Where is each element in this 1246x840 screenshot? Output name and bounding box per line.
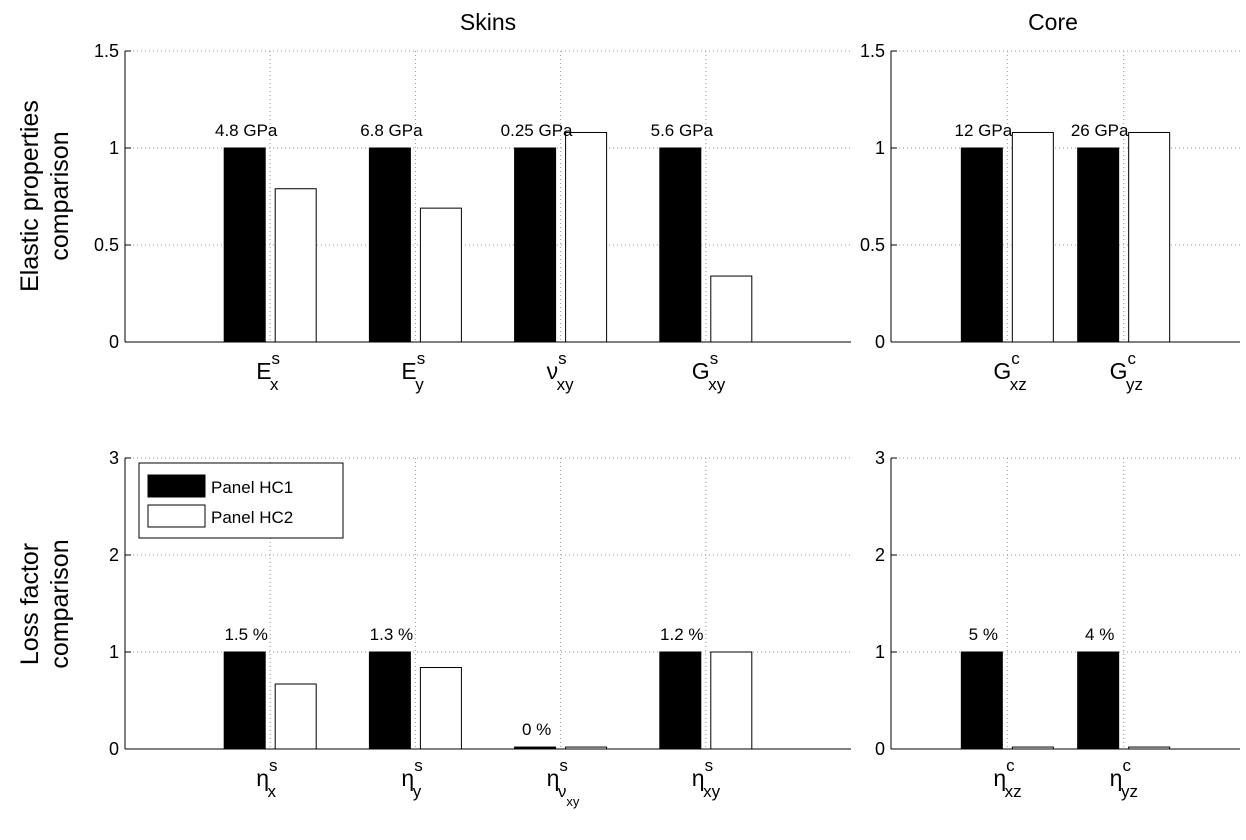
bar-hc2	[1128, 131, 1171, 343]
x-tick-label: ηs xy	[692, 756, 721, 801]
bar-hc1	[1077, 147, 1120, 343]
row-label-elastic-line1: Elastic properties	[16, 100, 44, 292]
data-label: 1.3 %	[370, 625, 413, 644]
x-tick-label: ηc xz	[993, 756, 1021, 801]
x-tick-label: ηs y	[401, 756, 422, 801]
y-tick-label: 0	[875, 739, 885, 759]
chart-panels: 0 0.5 1 1.5 4.8 GPa Es x 6.8 GPa Es y 0.25 GPa νs xy…	[94, 41, 1240, 809]
y-tick-label: 2	[875, 545, 885, 565]
y-tick-label: 1	[109, 138, 119, 158]
data-label: 4 %	[1085, 625, 1114, 644]
legend-swatch-hc1	[147, 474, 206, 498]
y-tick-label: 1	[875, 138, 885, 158]
bar-hc2	[1011, 131, 1054, 343]
panel-top-right: 0 0.5 1 1.5 12 GPa Gc xz 26 GPa Gc yz	[860, 41, 1240, 394]
col-title-core: Core	[1028, 9, 1078, 35]
bar-hc1	[960, 651, 1003, 750]
data-label: 0.25 GPa	[501, 121, 573, 140]
bar-hc1	[1077, 651, 1120, 750]
row-label-elastic-line2: comparison	[46, 131, 74, 260]
x-tick-label: Gc xz	[993, 349, 1026, 394]
y-tick-label: 1.5	[860, 41, 885, 61]
x-tick-label: ηc yz	[1110, 756, 1138, 801]
bar-hc1	[223, 147, 266, 343]
bar-hc2	[274, 683, 317, 750]
y-tick-label: 2	[109, 545, 119, 565]
data-label: 12 GPa	[955, 121, 1013, 140]
y-tick-label: 0	[109, 739, 119, 759]
legend-label-hc2: Panel HC2	[211, 508, 293, 527]
data-label: 1.2 %	[660, 625, 703, 644]
legend: Panel HC1 Panel HC2	[138, 462, 344, 539]
bar-hc2	[274, 188, 317, 343]
y-tick-label: 1.5	[94, 41, 119, 61]
bar-hc1	[223, 651, 266, 750]
bar-hc2	[419, 207, 462, 343]
row-label-loss-line1: Loss factor	[16, 543, 44, 665]
x-tick-label: Es x	[256, 349, 280, 394]
bar-hc1	[368, 651, 411, 750]
panel-top-left: 0 0.5 1 1.5 4.8 GPa Es x 6.8 GPa Es y 0.25 GPa νs xy…	[94, 41, 851, 394]
legend-swatch-hc2	[147, 504, 206, 528]
x-tick-label: Es y	[401, 349, 425, 394]
x-tick-label: νs xy	[547, 349, 575, 394]
bar-hc1	[514, 147, 557, 343]
bar-hc2	[419, 667, 462, 750]
x-tick-label: Gs xy	[692, 349, 726, 394]
bar-hc1	[960, 147, 1003, 343]
y-tick-label: 0	[875, 332, 885, 352]
bar-hc2	[565, 131, 608, 343]
y-tick-label: 3	[875, 448, 885, 468]
col-title-skins: Skins	[460, 9, 516, 35]
y-tick-label: 1	[875, 642, 885, 662]
y-tick-label: 0.5	[94, 235, 119, 255]
data-label: 5 %	[969, 625, 998, 644]
legend-label-hc1: Panel HC1	[211, 478, 293, 497]
data-label: 1.5 %	[224, 625, 267, 644]
x-tick-label: Gc yz	[1110, 349, 1143, 394]
data-label: 5.6 GPa	[651, 121, 714, 140]
row-label-loss: Loss factor comparison	[16, 539, 74, 668]
data-label: 0 %	[522, 720, 551, 739]
data-label: 6.8 GPa	[360, 121, 423, 140]
y-tick-label: 0	[109, 332, 119, 352]
bar-hc2	[710, 651, 753, 750]
panel-bottom-right: 0 1 2 3 5 % ηc xz 4 % ηc yz	[875, 448, 1240, 801]
bar-hc1	[659, 147, 702, 343]
row-label-elastic: Elastic properties comparison	[16, 100, 74, 292]
row-label-loss-line2: comparison	[46, 539, 74, 668]
y-tick-label: 3	[109, 448, 119, 468]
data-label: 4.8 GPa	[215, 121, 278, 140]
data-label: 26 GPa	[1071, 121, 1129, 140]
y-tick-label: 1	[109, 642, 119, 662]
x-tick-label: ηs x	[256, 756, 277, 801]
panel-bottom-left: 0 1 2 3 1.5 % ηs x 1.3 % ηs y 0 % ηs νxy 1.2 % ηs xy	[109, 448, 851, 809]
bar-hc2	[710, 275, 753, 343]
x-tick-label: ηs νxy	[547, 756, 580, 809]
bar-hc1	[368, 147, 411, 343]
y-tick-label: 0.5	[860, 235, 885, 255]
bar-hc1	[659, 651, 702, 750]
